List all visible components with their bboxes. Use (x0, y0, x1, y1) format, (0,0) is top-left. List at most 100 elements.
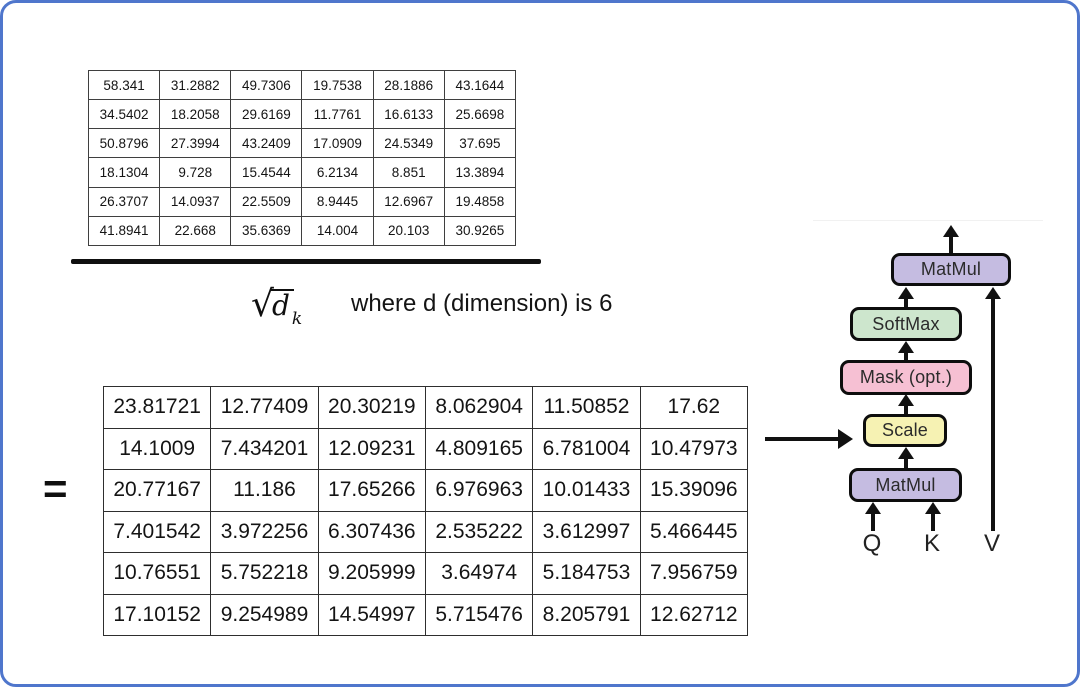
matrix-cell: 17.65266 (317, 469, 426, 512)
matrix-cell: 17.62 (639, 386, 749, 429)
output-arrow (943, 225, 959, 253)
matrix-cell: 13.3894 (443, 157, 517, 188)
matrix-cell: 7.401542 (102, 510, 212, 553)
matrix-row: 58.341 31.2882 49.7306 19.7538 28.1886 43.164… (87, 69, 517, 101)
matrix-cell: 6.2134 (301, 157, 374, 188)
matrix-cell: 8.851 (372, 157, 445, 188)
matrix-cell: 8.062904 (424, 386, 534, 429)
matmul-bottom-box: MatMul (849, 468, 962, 502)
matrix-row: 18.1304 9.728 15.4544 6.2134 8.851 13.3894 (87, 157, 517, 188)
matrix-cell: 12.77409 (210, 386, 319, 429)
matrix-cell: 41.8941 (87, 215, 161, 247)
matrix-cell: 8.9445 (301, 186, 374, 217)
matrix-cell: 7.434201 (210, 427, 319, 470)
numerator-matrix-table: 58.341 31.2882 49.7306 19.7538 28.1886 43.164… (87, 69, 517, 247)
matrix-cell: 9.728 (159, 157, 232, 188)
matrix-cell: 5.466445 (639, 510, 749, 553)
matrix-row: 17.10152 9.254989 14.54997 5.715476 8.205791… (102, 593, 749, 636)
matrix-cell: 17.10152 (102, 593, 212, 636)
matrix-cell: 22.5509 (230, 186, 303, 217)
matrix-row: 23.81721 12.77409 20.30219 8.062904 11.50852… (102, 386, 749, 429)
matrix-cell: 8.205791 (532, 593, 641, 636)
matrix-row: 50.8796 27.3994 43.2409 17.0909 24.5349 37.69… (87, 128, 517, 159)
matrix-cell: 9.205999 (317, 552, 426, 595)
matrix-row: 10.76551 5.752218 9.205999 3.64974 5.184753 7… (102, 552, 749, 595)
matmul-to-scale-arrow (898, 447, 914, 468)
matrix-cell: 22.668 (159, 215, 232, 247)
matrix-cell: 30.9265 (443, 215, 517, 247)
matrix-cell: 19.7538 (301, 69, 374, 101)
matrix-cell: 12.09231 (317, 427, 426, 470)
matmul-top-box: MatMul (891, 253, 1011, 286)
matrix-cell: 28.1886 (372, 69, 445, 101)
matrix-cell: 20.103 (372, 215, 445, 247)
radicand-subscript: k (291, 309, 303, 329)
matrix-cell: 3.972256 (210, 510, 319, 553)
matrix-cell: 5.752218 (210, 552, 319, 595)
matrix-cell: 5.715476 (424, 593, 534, 636)
k-input-arrow (925, 502, 941, 531)
matrix-cell: 50.8796 (87, 128, 161, 159)
matrix-row: 26.3707 14.0937 22.5509 8.9445 12.6967 19.485… (87, 186, 517, 217)
result-matrix-table: 23.81721 12.77409 20.30219 8.062904 11.50852… (102, 386, 749, 636)
matrix-cell: 10.01433 (532, 469, 641, 512)
matrix-cell: 16.6133 (372, 99, 445, 130)
matrix-cell: 11.50852 (532, 386, 641, 429)
matrix-row: 20.77167 11.186 17.65266 6.976963 10.01433 15… (102, 469, 749, 512)
matrix-row: 7.401542 3.972256 6.307436 2.535222 3.612997… (102, 510, 749, 553)
matrix-cell: 15.39096 (639, 469, 749, 512)
matrix-cell: 6.976963 (424, 469, 534, 512)
matrix-cell: 24.5349 (372, 128, 445, 159)
matrix-cell: 12.62712 (639, 593, 749, 636)
matrix-cell: 18.1304 (87, 157, 161, 188)
right-arrow (765, 429, 853, 449)
matrix-cell: 20.30219 (317, 386, 426, 429)
matrix-cell: 14.0937 (159, 186, 232, 217)
matrix-cell: 15.4544 (230, 157, 303, 188)
matrix-cell: 20.77167 (102, 469, 212, 512)
matrix-cell: 31.2882 (159, 69, 232, 101)
scale-box: Scale (863, 414, 947, 447)
matrix-cell: 19.4858 (443, 186, 517, 217)
radical-sign: √ (251, 284, 274, 325)
matrix-row: 41.8941 22.668 35.6369 14.004 20.103 30.9265 (87, 215, 517, 247)
scale-to-mask-arrow (898, 394, 914, 414)
sqrt-dk-formula: √ d k (251, 281, 302, 330)
matrix-cell: 11.186 (210, 469, 319, 512)
matrix-cell: 12.6967 (372, 186, 445, 217)
equals-sign: = (43, 465, 68, 512)
matrix-row: 34.5402 18.2058 29.6169 11.7761 16.6133 25.66… (87, 99, 517, 130)
matrix-cell: 34.5402 (87, 99, 161, 130)
matrix-cell: 27.3994 (159, 128, 232, 159)
q-label: Q (862, 530, 882, 557)
matrix-cell: 4.809165 (424, 427, 534, 470)
v-input-arrow (985, 287, 1001, 531)
matrix-cell: 26.3707 (87, 186, 161, 217)
matrix-cell: 5.184753 (532, 552, 641, 595)
matrix-cell: 49.7306 (230, 69, 303, 101)
matrix-cell: 11.7761 (301, 99, 374, 130)
matrix-cell: 25.6698 (443, 99, 517, 130)
mask-box: Mask (opt.) (840, 360, 972, 395)
matrix-cell: 23.81721 (102, 386, 212, 429)
radicand: d (269, 289, 294, 323)
matrix-cell: 14.54997 (317, 593, 426, 636)
matrix-cell: 7.956759 (639, 552, 749, 595)
softmax-to-matmul-arrow (898, 287, 914, 307)
mask-to-softmax-arrow (898, 341, 914, 360)
matrix-cell: 3.64974 (424, 552, 534, 595)
matrix-cell: 10.76551 (102, 552, 212, 595)
matrix-cell: 17.0909 (301, 128, 374, 159)
softmax-box: SoftMax (850, 307, 962, 341)
matrix-cell: 6.307436 (317, 510, 426, 553)
v-label: V (983, 530, 1000, 557)
matrix-cell: 14.1009 (102, 427, 212, 470)
matrix-cell: 9.254989 (210, 593, 319, 636)
matrix-row: 14.1009 7.434201 12.09231 4.809165 6.781004 1… (102, 427, 749, 470)
matrix-cell: 2.535222 (424, 510, 534, 553)
fraction-bar (71, 259, 541, 264)
q-input-arrow (865, 502, 881, 531)
matrix-cell: 37.695 (443, 128, 517, 159)
matrix-cell: 18.2058 (159, 99, 232, 130)
